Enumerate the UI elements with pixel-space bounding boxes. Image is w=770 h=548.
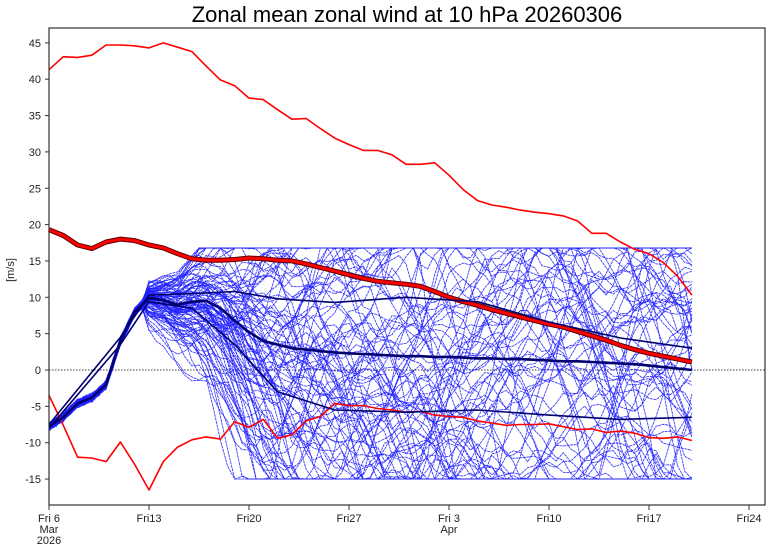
x-tick-label: Fri17 [636, 513, 661, 525]
x-tick-label: Fri24 [736, 513, 761, 525]
ensemble-member-line [49, 295, 693, 441]
y-tick-label: 15 [29, 256, 41, 268]
climatology-mean-line [48, 228, 693, 364]
ensemble-member-line [49, 247, 693, 480]
ensemble-member-line [49, 274, 693, 434]
y-tick-label: 35 [29, 111, 41, 123]
plot-frame [48, 27, 766, 506]
ensemble-upper-line [48, 290, 693, 426]
ensemble-member-line [49, 247, 692, 425]
ensemble-members [49, 247, 693, 480]
x-tick-label: 2026 [37, 535, 61, 547]
x-tick-label: Fri27 [336, 513, 361, 525]
ensemble-member-line [49, 261, 693, 424]
ensemble-member-line [49, 247, 693, 433]
y-tick-label: 25 [29, 183, 41, 195]
x-tick-label: Fri 6 [38, 513, 60, 525]
ensemble-member-line [49, 247, 693, 480]
ensemble-member-line [49, 247, 693, 427]
y-tick-label: 10 [29, 292, 41, 304]
y-tick-label: -10 [25, 438, 41, 450]
chart-title: Zonal mean zonal wind at 10 hPa 20260306 [192, 2, 623, 27]
y-axis-label: [m/s] [5, 258, 17, 282]
ensemble-member-line [49, 247, 692, 480]
x-tick-label: Fri10 [536, 513, 561, 525]
ensemble-member-line [49, 250, 692, 480]
ensemble-member-line [49, 304, 692, 480]
y-tick-label: 45 [29, 38, 41, 50]
y-tick-label: 20 [29, 220, 41, 232]
y-tick-label: 30 [29, 147, 41, 159]
climatology-min-line [48, 395, 693, 491]
ensemble-mean-line [48, 296, 693, 428]
ensemble-lower-line [48, 300, 692, 429]
ensemble-member-line [49, 247, 693, 455]
y-tick-label: 40 [29, 74, 41, 86]
x-tick-label: Apr [440, 524, 457, 536]
ensemble-member-line [49, 247, 692, 424]
y-tick-label: 0 [35, 365, 41, 377]
ensemble-member-line [49, 304, 692, 480]
ensemble-member-line [49, 247, 692, 469]
x-tick-label: Fri20 [236, 513, 261, 525]
ensemble-member-line [49, 247, 692, 480]
x-tick-label: Fri13 [136, 513, 161, 525]
x-tick-label: Mar [40, 524, 59, 536]
y-tick-label: 5 [35, 329, 41, 341]
y-tick-label: -15 [25, 474, 41, 486]
ensemble-member-line [49, 253, 692, 428]
ensemble-member-line [49, 266, 693, 468]
ensemble-member-line [49, 250, 693, 480]
x-tick-label: Fri 3 [438, 513, 460, 525]
ensemble-member-line [49, 247, 692, 480]
ensemble-member-line [49, 247, 692, 480]
y-tick-label: -5 [31, 401, 41, 413]
ensemble-member-line [49, 303, 692, 480]
ensemble-member-line [49, 283, 693, 480]
climatology-max-line [48, 42, 693, 296]
